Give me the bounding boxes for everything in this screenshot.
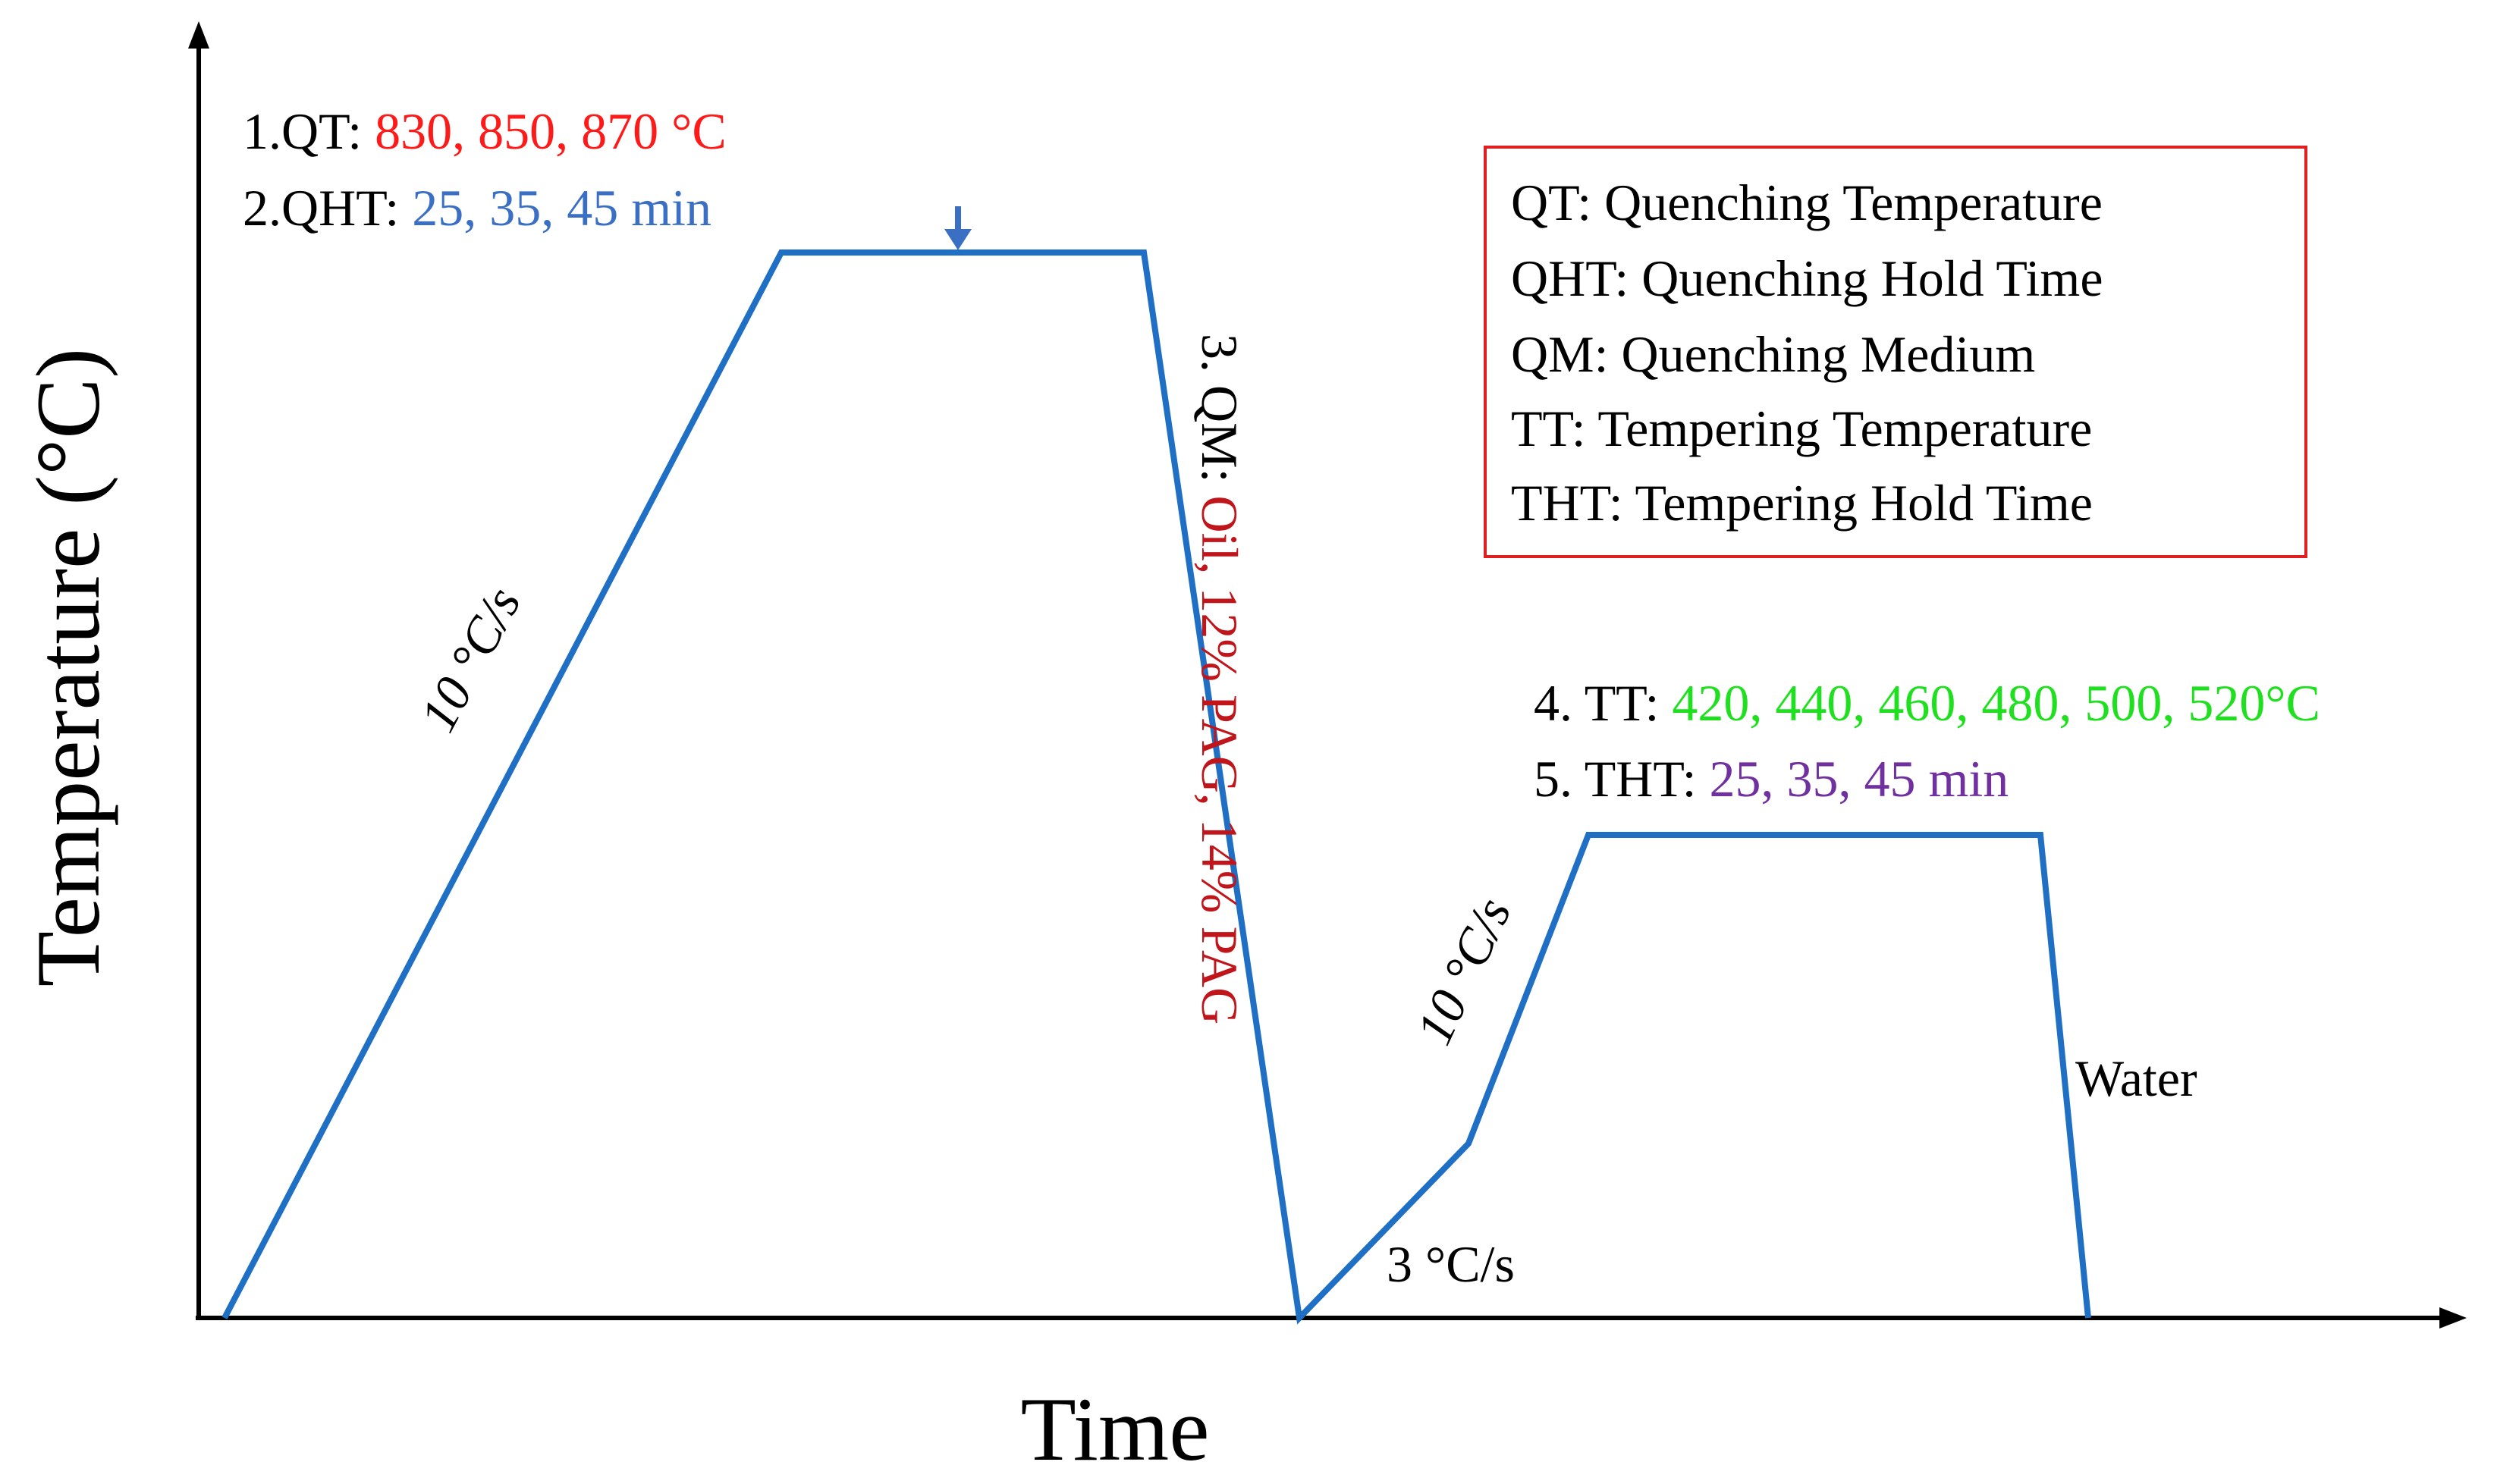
legend-border: [1484, 146, 2307, 558]
x-axis-title: Time: [1020, 1379, 1209, 1479]
y-axis-title: Temperature (°C): [17, 348, 118, 987]
legend-entry-qt: QT: Quenching Temperature: [1511, 174, 2103, 231]
step2-values: 25, 35, 45 min: [412, 179, 711, 237]
step1-values: 830, 850, 870 °C: [375, 102, 727, 160]
legend-entry-tt: TT: Tempering Temperature: [1511, 400, 2092, 457]
step1-label: 1.QT: 830, 850, 870 °C: [243, 102, 727, 160]
step4-label: 4. TT: 420, 440, 460, 480, 500, 520°C: [1534, 674, 2320, 732]
step2-label: 2.QHT: 25, 35, 45 min: [243, 179, 711, 237]
hold-time-marker-arrowhead: [944, 229, 972, 250]
legend-entry-qm: QM: Quenching Medium: [1511, 325, 2035, 383]
legend-entry-tht: THT: Tempering Hold Time: [1511, 474, 2093, 532]
step3-values: Oil, 12% PAG, 14% PAG: [1191, 495, 1249, 1024]
y-axis-arrowhead: [188, 21, 209, 49]
temperature-profile-curve: [221, 249, 2091, 1325]
step5-label: 5. THT: 25, 35, 45 min: [1534, 750, 2009, 808]
step4-values: 420, 440, 460, 480, 500, 520°C: [1672, 674, 2320, 732]
legend: QT: Quenching Temperature QHT: Quenching…: [1484, 146, 2307, 558]
step1-prefix: 1.QT:: [243, 102, 375, 160]
water-label: Water: [2075, 1049, 2197, 1107]
step3-prefix: 3. QM:: [1191, 334, 1249, 495]
step5-values: 25, 35, 45 min: [1709, 750, 2009, 808]
x-axis-arrowhead: [2439, 1307, 2467, 1329]
step4-prefix: 4. TT:: [1534, 674, 1672, 732]
heating-rate-2-label: 10 °C/s: [1405, 889, 1522, 1053]
step5-prefix: 5. THT:: [1534, 750, 1709, 808]
step2-prefix: 2.QHT:: [243, 179, 412, 237]
legend-entry-qht: QHT: Quenching Hold Time: [1511, 249, 2103, 307]
heating-rate-1-label: 10 °C/s: [409, 578, 532, 741]
heating-rate-slow-label: 3 °C/s: [1387, 1235, 1515, 1293]
step3-label: 3. QM: Oil, 12% PAG, 14% PAG: [1191, 334, 1249, 1024]
